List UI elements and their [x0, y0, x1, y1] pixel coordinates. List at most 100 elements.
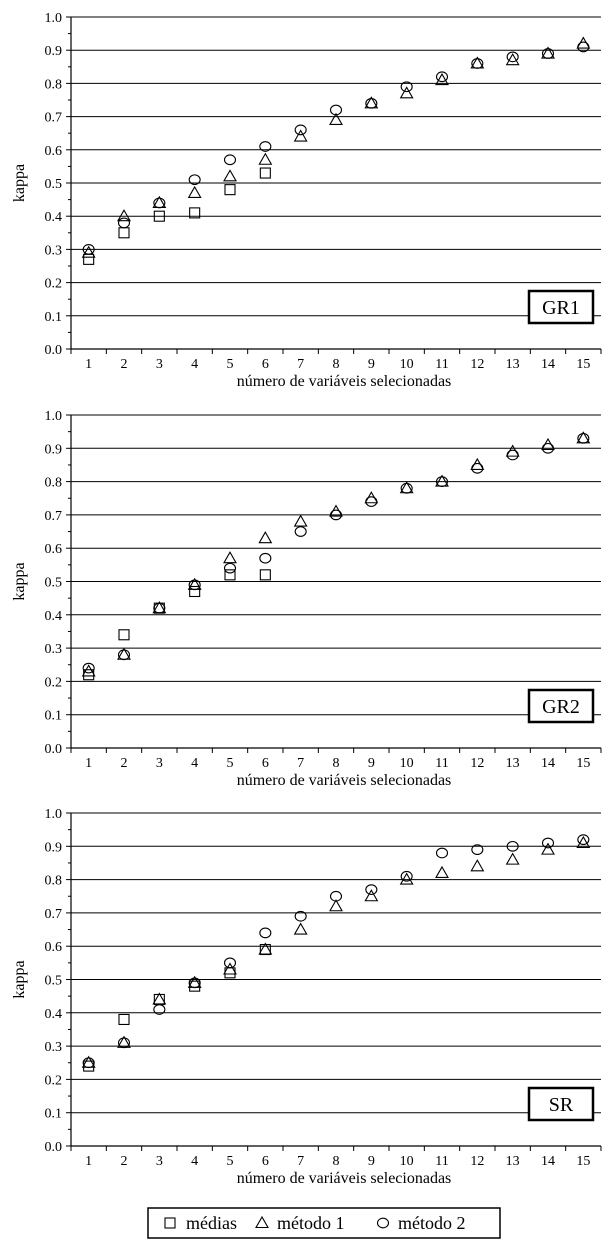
data-point-circle [294, 910, 307, 922]
data-point-circle [259, 927, 272, 939]
data-point-circle [435, 476, 449, 487]
x-tick-label: 12 [470, 357, 484, 372]
x-tick-label: 4 [191, 756, 198, 771]
x-tick-label: 5 [227, 756, 234, 771]
data-point-square [118, 629, 130, 641]
chart-panels: 0.00.10.20.30.40.50.60.70.80.91.01 2 3 4 5 6 7… [11, 11, 602, 1187]
data-point-triangle [435, 72, 449, 86]
data-point-circle [117, 1037, 131, 1049]
x-tick-label: 2 [121, 756, 128, 771]
data-point-square [259, 167, 271, 179]
data-point-circle [400, 482, 413, 494]
y-tick-label: 0.2 [45, 277, 63, 292]
data-point-square [118, 227, 130, 239]
data-point-square [189, 585, 201, 598]
x-tick-label: 9 [368, 357, 375, 372]
data-point-circle [541, 48, 555, 59]
x-tick-label: 9 [368, 756, 375, 771]
data-point-triangle [399, 872, 414, 885]
y-tick-label: 0.8 [45, 476, 63, 491]
data-point-circle [471, 58, 484, 69]
y-tick-label: 0.0 [45, 1140, 63, 1155]
y-axis-title: kappa [11, 960, 28, 998]
legend-box [147, 1207, 501, 1239]
data-point-triangle [470, 859, 485, 872]
data-point-circle [471, 462, 484, 474]
data-point-circle [188, 977, 201, 989]
x-tick-label: 10 [400, 357, 414, 372]
x-tick-label: 1 [85, 756, 92, 771]
y-tick-label: 0.0 [45, 742, 63, 757]
y-tick-label: 1.0 [45, 11, 63, 26]
data-point-triangle [81, 245, 96, 258]
x-axis-title: número de variáveis selecionadas [237, 772, 452, 789]
legend-item-square: médias [164, 1213, 237, 1233]
x-tick-label: 15 [576, 357, 590, 372]
data-point-triangle [117, 209, 131, 222]
data-point-square [83, 253, 95, 265]
data-point-triangle [152, 992, 167, 1005]
y-tick-label: 0.3 [45, 642, 63, 657]
data-point-triangle [470, 457, 485, 471]
x-tick-label: 8 [333, 1154, 340, 1169]
panel-label: GR2 [542, 696, 580, 718]
series-circle [82, 432, 590, 674]
data-point-circle [329, 104, 343, 116]
data-point-circle [294, 526, 307, 537]
panel-label: GR1 [542, 297, 580, 319]
data-point-circle [506, 51, 519, 63]
y-tick-label: 1.0 [45, 409, 63, 424]
data-point-triangle [293, 922, 308, 935]
data-point-circle [329, 890, 343, 902]
y-axis-title: kappa [11, 562, 28, 600]
triangle-icon [255, 1215, 269, 1229]
data-point-triangle [293, 129, 308, 142]
x-tick-label: 12 [470, 756, 484, 771]
series-circle [82, 41, 590, 255]
x-tick-label: 15 [576, 756, 590, 771]
data-point-circle [435, 847, 449, 859]
data-point-circle [117, 217, 131, 229]
x-tick-label: 6 [262, 357, 269, 372]
data-point-triangle [329, 899, 343, 912]
y-tick-label: 0.4 [45, 210, 63, 225]
data-point-circle [82, 244, 95, 255]
y-tick-label: 0.0 [45, 343, 63, 358]
x-tick-label: 13 [506, 357, 520, 372]
legend-label: médias [186, 1213, 237, 1233]
x-tick-label: 13 [506, 756, 520, 771]
x-tick-label: 6 [262, 756, 269, 771]
x-tick-label: 11 [435, 756, 448, 771]
x-tick-label: 14 [541, 357, 555, 372]
y-tick-label: 0.1 [45, 1107, 63, 1122]
y-tick-label: 0.5 [45, 177, 63, 192]
data-point-triangle [223, 169, 237, 182]
data-point-circle [577, 834, 590, 845]
chart-panel-sr: 0.00.10.20.30.40.50.60.70.80.91.01 2 3 4 5 6 7… [11, 807, 602, 1187]
data-point-triangle [293, 514, 308, 527]
data-point-circle [294, 124, 307, 136]
series-circle [82, 834, 590, 1069]
data-point-triangle [258, 152, 273, 165]
y-tick-label: 0.9 [45, 442, 63, 457]
data-point-square [224, 569, 236, 581]
x-tick-label: 6 [262, 1154, 269, 1169]
y-tick-label: 0.7 [45, 907, 63, 922]
x-tick-label: 4 [191, 1154, 198, 1169]
x-tick-label: 8 [333, 357, 340, 372]
y-tick-label: 0.4 [45, 609, 63, 624]
data-point-circle [471, 844, 484, 855]
data-point-circle [365, 884, 378, 895]
data-point-triangle [576, 36, 591, 49]
x-tick-label: 10 [400, 1154, 414, 1169]
data-point-triangle [364, 491, 379, 504]
data-point-circle [82, 662, 95, 674]
x-tick-label: 9 [368, 1154, 375, 1169]
data-point-square [224, 184, 236, 196]
data-point-triangle [364, 889, 379, 902]
data-point-circle [329, 509, 343, 521]
x-tick-label: 4 [191, 357, 198, 372]
data-point-circle [259, 552, 272, 564]
x-tick-label: 5 [227, 1154, 234, 1169]
